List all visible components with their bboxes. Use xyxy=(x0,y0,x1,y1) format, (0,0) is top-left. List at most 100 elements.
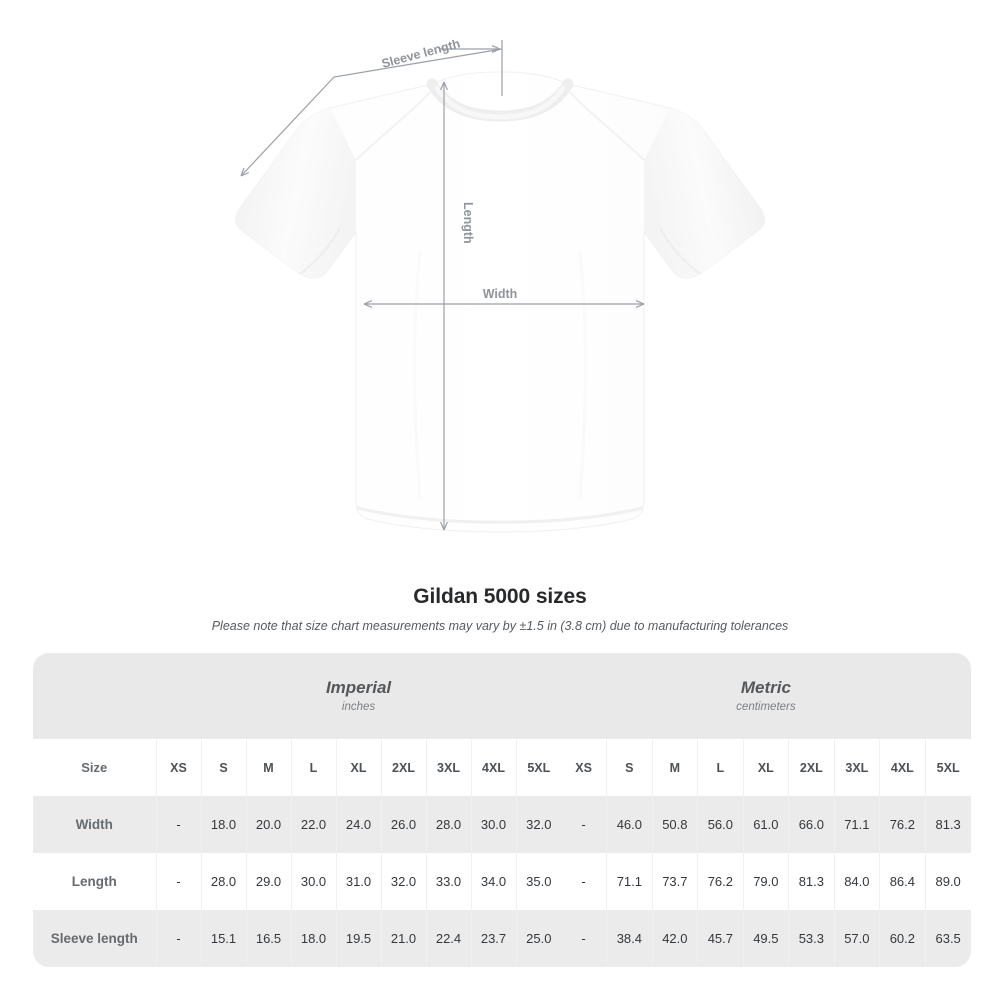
size-column-label: Size xyxy=(33,739,156,796)
tshirt-diagram: Sleeve length Length Width xyxy=(235,37,765,533)
tshirt-illustration: Sleeve length Length Width xyxy=(235,37,765,533)
size-header-imperial-5xl: 5XL xyxy=(515,739,562,796)
cell-sleeve-length-imperial-3xl: 22.4 xyxy=(425,910,471,967)
table-row: Length -28.0 29.0 30.0 31.0 32.0 33.0 34.0 35.0-… xyxy=(33,853,971,910)
cell-sleeve-length-metric-4xl: 60.2 xyxy=(879,910,926,967)
cell-sleeve-length-imperial-5xl: 25.0 xyxy=(515,910,562,967)
size-header-metric-xs: XS xyxy=(561,739,607,796)
cell-length-imperial-m: 29.0 xyxy=(245,853,291,910)
row-label-length: Length xyxy=(33,853,156,910)
cell-length-metric-4xl: 86.4 xyxy=(879,853,926,910)
unit-name: Imperial xyxy=(325,678,392,698)
cell-sleeve-length-metric-l: 45.7 xyxy=(697,910,744,967)
cell-width-imperial-s: 18.0 xyxy=(200,796,246,853)
cell-width-imperial-xl: 24.0 xyxy=(335,796,381,853)
cell-sleeve-length-imperial-xs: - xyxy=(155,910,201,967)
size-header-metric-3xl: 3XL xyxy=(833,739,880,796)
tolerance-note: Please note that size chart measurements… xyxy=(211,619,789,633)
cell-sleeve-length-imperial-l: 18.0 xyxy=(290,910,336,967)
cell-sleeve-length-metric-xs: - xyxy=(561,910,607,967)
row-label-sleeve-length: Sleeve length xyxy=(33,910,156,967)
page-title: Gildan 5000 sizes xyxy=(413,585,587,608)
cell-width-imperial-xs: - xyxy=(155,796,201,853)
size-header-metric-l: L xyxy=(697,739,744,796)
cell-width-imperial-2xl: 26.0 xyxy=(380,796,426,853)
sleeve-length-label: Sleeve length xyxy=(380,37,461,71)
cell-length-metric-xs: - xyxy=(561,853,607,910)
cell-sleeve-length-imperial-xl: 19.5 xyxy=(335,910,381,967)
width-label: Width xyxy=(483,287,518,301)
unit-header-metric: Metric centimeters xyxy=(561,653,971,739)
cell-length-imperial-s: 28.0 xyxy=(200,853,246,910)
unit-subtitle: inches xyxy=(341,700,376,713)
cell-length-metric-s: 71.1 xyxy=(606,853,653,910)
cell-length-metric-l: 76.2 xyxy=(697,853,744,910)
cell-sleeve-length-imperial-2xl: 21.0 xyxy=(380,910,426,967)
shirt-silhouette xyxy=(235,71,765,533)
size-header-imperial-m: M xyxy=(245,739,291,796)
cell-length-metric-3xl: 84.0 xyxy=(833,853,880,910)
size-chart-table-container: Imperial inches Metric centimeters Size XS S M L… xyxy=(33,653,971,967)
size-header-imperial-3xl: 3XL xyxy=(425,739,471,796)
cell-width-metric-s: 46.0 xyxy=(606,796,653,853)
cell-length-metric-5xl: 89.0 xyxy=(924,853,971,910)
size-header-row: Size XS S M L XL 2XL 3XL 4XL 5XL XS S M L XL 2XL 3XL 4XL 5… xyxy=(33,739,971,796)
size-header-imperial-s: S xyxy=(200,739,246,796)
cell-sleeve-length-metric-s: 38.4 xyxy=(606,910,653,967)
size-header-imperial-l: L xyxy=(290,739,336,796)
unit-band-spacer xyxy=(33,653,156,739)
table-row: Width -18.0 20.0 22.0 24.0 26.0 28.0 30.0 32.0-4… xyxy=(33,796,971,853)
cell-width-metric-l: 56.0 xyxy=(697,796,744,853)
size-chart-table: Imperial inches Metric centimeters Size XS S M L… xyxy=(33,653,971,967)
cell-width-metric-m: 50.8 xyxy=(651,796,698,853)
size-header-imperial-xl: XL xyxy=(335,739,381,796)
cell-sleeve-length-imperial-4xl: 23.7 xyxy=(470,910,516,967)
cell-sleeve-length-imperial-s: 15.1 xyxy=(200,910,246,967)
cell-sleeve-length-imperial-m: 16.5 xyxy=(245,910,291,967)
chart-heading: Gildan 5000 sizes Please note that size … xyxy=(0,585,1000,633)
cell-length-metric-m: 73.7 xyxy=(651,853,698,910)
cell-length-imperial-xs: - xyxy=(155,853,201,910)
size-header-metric-2xl: 2XL xyxy=(788,739,835,796)
cell-length-imperial-5xl: 35.0 xyxy=(515,853,562,910)
cell-length-imperial-4xl: 34.0 xyxy=(470,853,516,910)
size-header-imperial-4xl: 4XL xyxy=(470,739,516,796)
cell-width-metric-xl: 61.0 xyxy=(742,796,789,853)
unit-name: Metric xyxy=(740,678,791,698)
cell-width-imperial-4xl: 30.0 xyxy=(470,796,516,853)
cell-width-metric-2xl: 66.0 xyxy=(788,796,835,853)
size-header-metric-xl: XL xyxy=(742,739,789,796)
unit-band-row: Imperial inches Metric centimeters xyxy=(33,653,971,739)
cell-sleeve-length-metric-m: 42.0 xyxy=(651,910,698,967)
row-label-width: Width xyxy=(33,796,156,853)
cell-length-imperial-3xl: 33.0 xyxy=(425,853,471,910)
cell-width-metric-4xl: 76.2 xyxy=(879,796,926,853)
size-header-metric-m: M xyxy=(651,739,698,796)
cell-sleeve-length-metric-5xl: 63.5 xyxy=(924,910,971,967)
unit-header-imperial: Imperial inches xyxy=(156,653,562,739)
cell-length-imperial-2xl: 32.0 xyxy=(380,853,426,910)
size-header-metric-s: S xyxy=(606,739,653,796)
cell-width-imperial-5xl: 32.0 xyxy=(515,796,562,853)
size-header-metric-5xl: 5XL xyxy=(924,739,971,796)
cell-width-imperial-l: 22.0 xyxy=(290,796,336,853)
size-header-metric-4xl: 4XL xyxy=(879,739,926,796)
cell-width-imperial-3xl: 28.0 xyxy=(425,796,471,853)
size-header-imperial-xs: XS xyxy=(155,739,201,796)
cell-length-imperial-l: 30.0 xyxy=(290,853,336,910)
cell-length-imperial-xl: 31.0 xyxy=(335,853,381,910)
cell-width-imperial-m: 20.0 xyxy=(245,796,291,853)
unit-subtitle: centimeters xyxy=(736,700,796,713)
cell-width-metric-3xl: 71.1 xyxy=(833,796,880,853)
table-row: Sleeve length -15.1 16.5 18.0 19.5 21.0 22.4 23… xyxy=(33,910,971,967)
cell-sleeve-length-metric-2xl: 53.3 xyxy=(788,910,835,967)
length-label: Length xyxy=(461,202,475,244)
cell-sleeve-length-metric-3xl: 57.0 xyxy=(833,910,880,967)
cell-width-metric-xs: - xyxy=(561,796,607,853)
cell-length-metric-xl: 79.0 xyxy=(742,853,789,910)
cell-length-metric-2xl: 81.3 xyxy=(788,853,835,910)
size-header-imperial-2xl: 2XL xyxy=(380,739,426,796)
width-dimension: Width xyxy=(364,287,644,304)
cell-width-metric-5xl: 81.3 xyxy=(924,796,971,853)
cell-sleeve-length-metric-xl: 49.5 xyxy=(742,910,789,967)
